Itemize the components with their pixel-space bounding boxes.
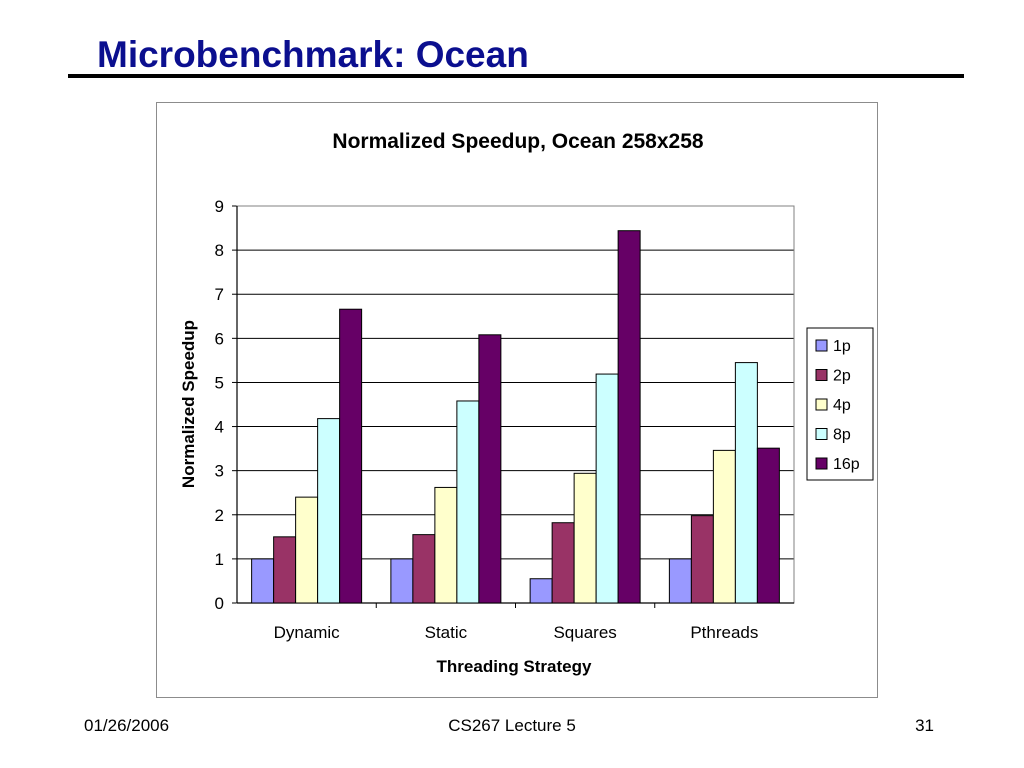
legend-swatch-4p <box>815 398 828 411</box>
y-tick-label: 6 <box>215 329 224 348</box>
chart-title: Normalized Speedup, Ocean 258x258 <box>332 130 703 153</box>
legend-swatch-2p <box>815 369 828 381</box>
legend-label-2p: 2p <box>833 368 851 385</box>
legend-label-1p: 1p <box>833 338 851 355</box>
legend-swatch-8p <box>815 428 828 440</box>
legend-label-8p: 8p <box>833 427 851 444</box>
bar-2p-pthreads <box>690 515 714 604</box>
bar-8p-squares <box>595 373 619 604</box>
bar-1p-squares <box>529 578 553 604</box>
slide-title: Microbenchmark: Ocean <box>97 34 529 75</box>
y-tick-label: 1 <box>215 550 224 569</box>
legend-label-16p: 16p <box>833 456 860 473</box>
bar-16p-dynamic <box>339 308 363 604</box>
y-tick-label: 8 <box>215 241 224 260</box>
x-tick-label: Pthreads <box>690 623 758 642</box>
legend: 1p 2p 4p 8p 16p <box>806 327 874 481</box>
bar-4p-dynamic <box>295 496 319 604</box>
x-axis-label: Threading Strategy <box>437 657 592 676</box>
bar-4p-squares <box>573 472 597 604</box>
legend-swatch-1p <box>815 339 828 352</box>
x-tick-label: Squares <box>553 623 616 642</box>
bar-8p-dynamic <box>317 418 341 604</box>
x-tick-label: Dynamic <box>274 623 341 642</box>
footer-date: 01/26/2006 <box>84 716 170 735</box>
bar-16p-pthreads <box>756 447 780 604</box>
bar-1p-dynamic <box>251 558 275 604</box>
bar-8p-static <box>456 400 480 604</box>
bar-16p-squares <box>617 230 641 604</box>
legend-swatch-16p <box>815 457 828 470</box>
legend-label-4p: 4p <box>833 397 851 414</box>
bar-8p-pthreads <box>734 362 758 604</box>
bar-2p-static <box>412 534 436 604</box>
bar-1p-pthreads <box>668 558 692 604</box>
footer-page-number: 31 <box>915 716 934 735</box>
y-tick-label: 0 <box>215 594 224 613</box>
bar-16p-static <box>478 334 502 604</box>
y-axis-label: Normalized Speedup <box>179 320 198 488</box>
footer-course: CS267 Lecture 5 <box>448 716 576 735</box>
bar-4p-pthreads <box>712 449 736 604</box>
y-tick-label: 4 <box>215 418 224 437</box>
y-tick-label: 5 <box>215 373 224 392</box>
bar-1p-static <box>390 558 414 604</box>
plot-area: 0 1 2 3 4 5 6 7 8 9 Dynamic Static Squares Pthreads <box>215 197 795 642</box>
title-underline <box>68 74 964 78</box>
y-tick-label: 7 <box>215 285 224 304</box>
bar-2p-squares <box>551 522 575 604</box>
x-tick-label: Static <box>425 623 468 642</box>
bar-4p-static <box>434 486 458 604</box>
y-tick-label: 3 <box>215 462 224 481</box>
y-tick-label: 2 <box>215 506 224 525</box>
y-tick-label: 9 <box>215 197 224 216</box>
bar-2p-dynamic <box>273 536 297 604</box>
